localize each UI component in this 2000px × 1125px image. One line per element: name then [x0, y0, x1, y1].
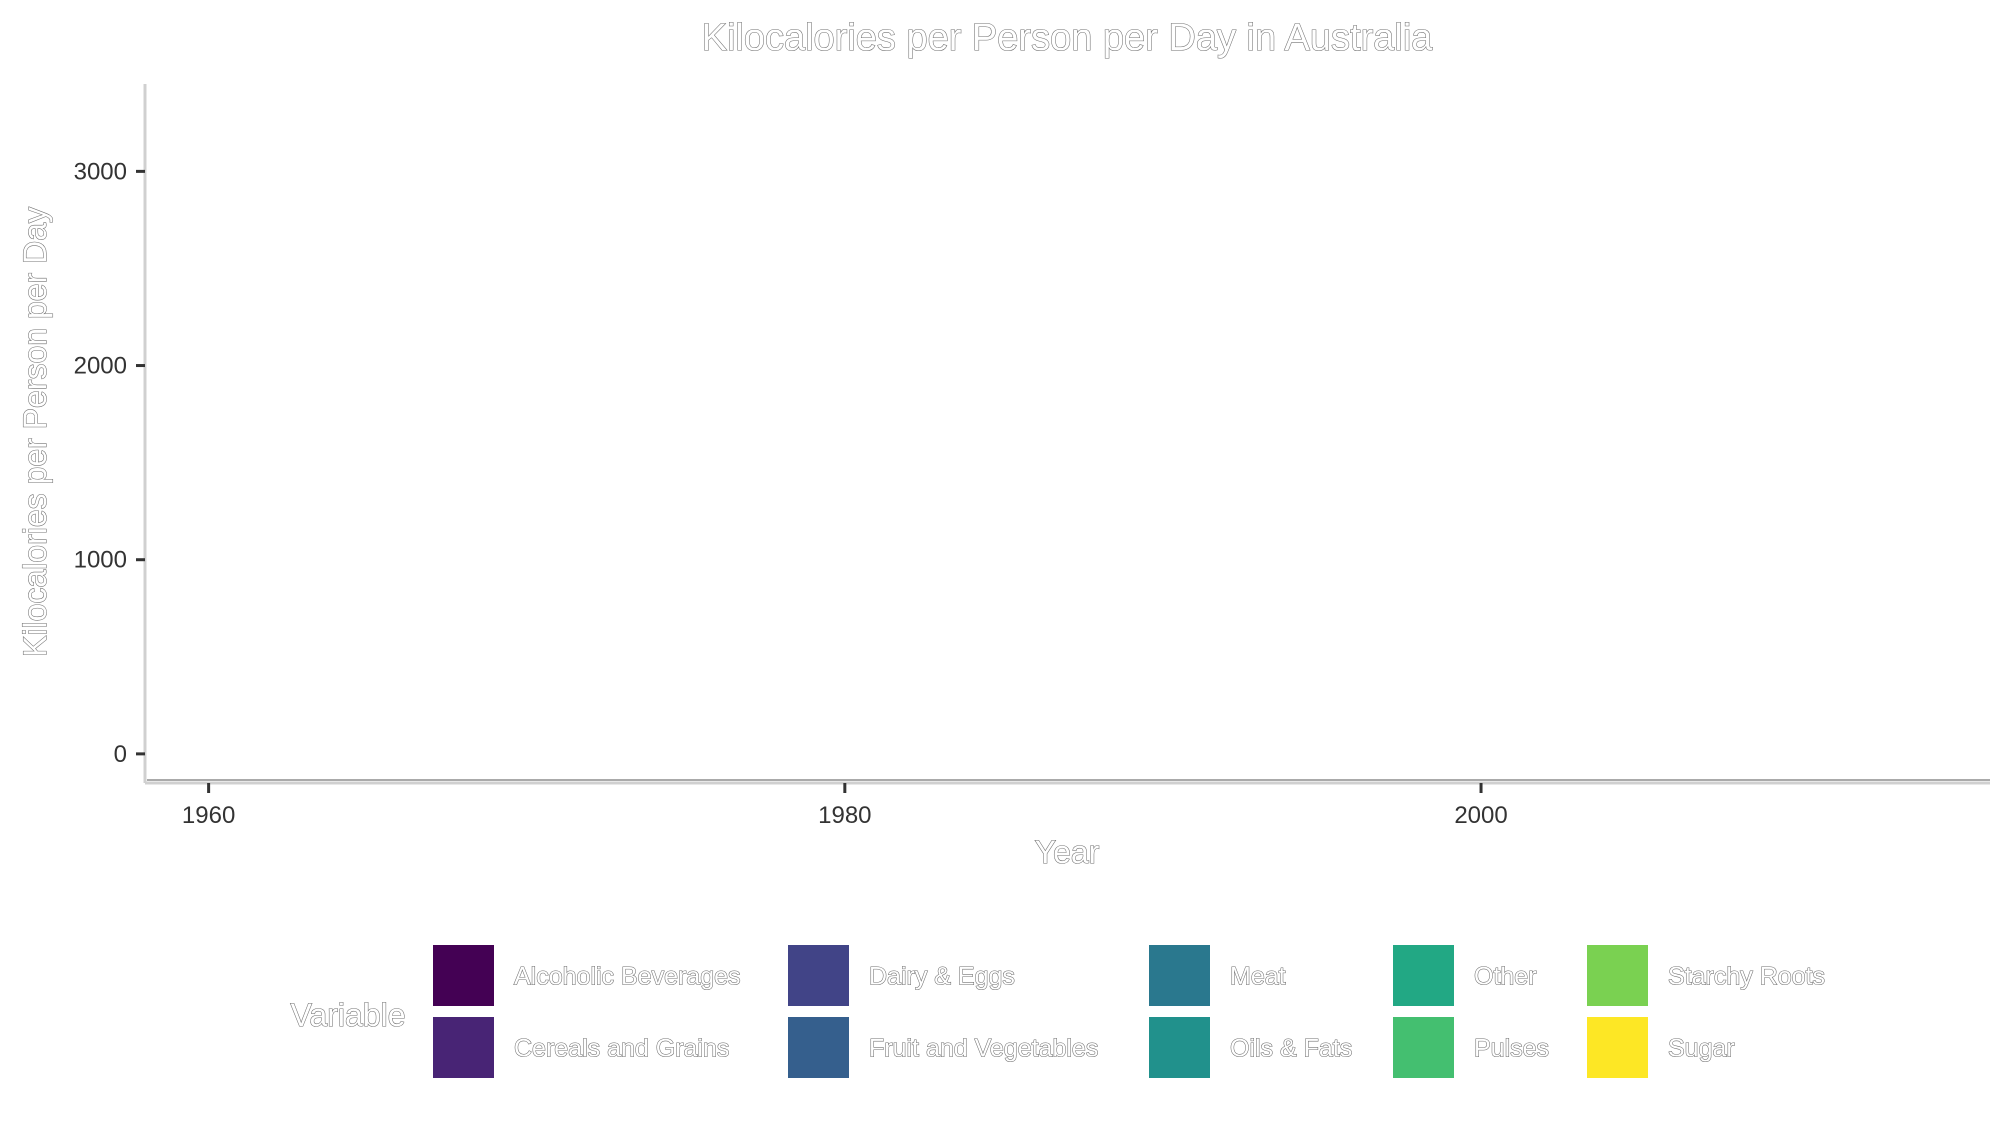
- legend-swatch: [1149, 945, 1210, 1006]
- x-axis-ticks: 1960 1980 2000: [182, 783, 1508, 829]
- legend-item: Meat: [1149, 945, 1286, 1006]
- legend-label: Meat: [1230, 963, 1286, 991]
- legend-swatch: [1587, 1017, 1648, 1078]
- y-axis-label: Kilocalories per Person per Day: [17, 207, 53, 657]
- legend-swatch: [788, 1017, 849, 1078]
- legend-label: Dairy & Eggs: [869, 963, 1015, 991]
- legend-swatch: [1393, 945, 1454, 1006]
- legend-item: Alcoholic Beverages: [433, 945, 741, 1006]
- legend-label: Pulses: [1474, 1035, 1549, 1063]
- legend-item: Cereals and Grains: [433, 1017, 730, 1078]
- plot-area: 0 1000 2000 3000 1960 1980 2000: [74, 84, 1990, 829]
- y-tick-label: 0: [114, 741, 127, 768]
- legend-swatch: [1149, 1017, 1210, 1078]
- legend-entries: Alcoholic Beverages Cereals and Grains Dai…: [433, 945, 1826, 1078]
- chart-title: Kilocalories per Person per Day in Austr…: [702, 17, 1434, 59]
- legend-swatch: [1393, 1017, 1454, 1078]
- y-tick-label: 3000: [74, 158, 127, 185]
- legend-label: Sugar: [1668, 1035, 1735, 1063]
- x-tick-label: 2000: [1454, 802, 1507, 829]
- y-tick-label: 1000: [74, 547, 127, 574]
- legend-label: Oils & Fats: [1230, 1035, 1352, 1063]
- legend-swatch: [433, 1017, 494, 1078]
- legend-swatch: [1587, 945, 1648, 1006]
- legend: Variable Alcoholic Beverages Cereals and …: [290, 945, 1826, 1078]
- legend-label: Other: [1474, 963, 1537, 991]
- x-axis-label: Year: [1035, 834, 1100, 870]
- legend-label: Starchy Roots: [1668, 963, 1825, 991]
- legend-label: Alcoholic Beverages: [514, 963, 741, 991]
- x-tick-label: 1980: [818, 802, 871, 829]
- legend-item: Pulses: [1393, 1017, 1550, 1078]
- legend-item: Fruit and Vegetables: [788, 1017, 1099, 1078]
- legend-swatch: [788, 945, 849, 1006]
- x-tick-label: 1960: [182, 802, 235, 829]
- legend-item: Oils & Fats: [1149, 1017, 1353, 1078]
- legend-label: Fruit and Vegetables: [869, 1035, 1098, 1063]
- legend-label: Cereals and Grains: [514, 1035, 729, 1063]
- legend-item: Starchy Roots: [1587, 945, 1826, 1006]
- legend-item: Dairy & Eggs: [788, 945, 1015, 1006]
- legend-title: Variable: [290, 997, 405, 1033]
- y-tick-label: 2000: [74, 353, 127, 380]
- legend-swatch: [433, 945, 494, 1006]
- legend-item: Sugar: [1587, 1017, 1735, 1078]
- y-axis-ticks: 0 1000 2000 3000: [74, 158, 145, 768]
- legend-item: Other: [1393, 945, 1537, 1006]
